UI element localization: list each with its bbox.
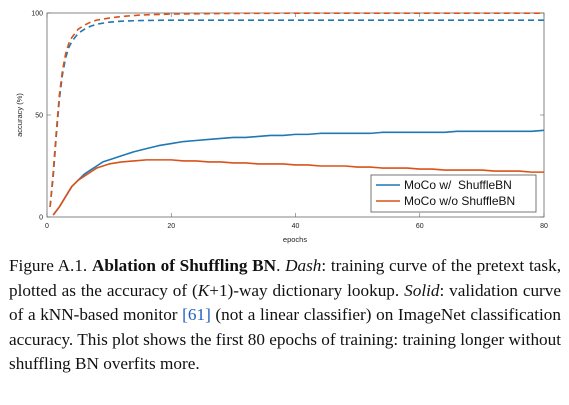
caption-solid-label: Solid (404, 280, 440, 300)
accuracy-chart: 0 20 40 60 80 0 50 100 epochs accuracy (%) MoCo… (15, 11, 548, 245)
x-axis-title: epochs (283, 235, 307, 244)
caption-k-variable: K (197, 280, 210, 300)
legend-box (370, 174, 537, 213)
legend-label-with-shufflebn: MoCo w/ ShuffleBN (404, 178, 512, 192)
y-axis-title: accuracy (%) (15, 93, 24, 137)
series-lines (49, 12, 545, 216)
caption-title: Ablation of Shuffling BN (91, 256, 277, 275)
caption-prefix: Figure A.1. (9, 256, 92, 275)
pretext-dash-line-without-shufflebn (49, 12, 544, 207)
y-tick-label: 100 (31, 11, 43, 18)
x-tick-label: 40 (292, 223, 300, 230)
x-tick-label: 20 (167, 223, 175, 230)
citation-link[interactable]: [61] (182, 305, 211, 325)
caption-dash-label: Dash (285, 256, 322, 275)
legend-label-without-shufflebn: MoCo w/o ShuffleBN (404, 194, 515, 208)
knn-solid-line-with-shufflebn (52, 129, 545, 216)
knn-solid-line-without-shufflebn (52, 159, 544, 216)
figure-caption: Figure A.1. Ablation of Shuffling BN. Da… (9, 254, 561, 377)
x-tick-label: 60 (416, 223, 424, 230)
x-tick-label: 0 (45, 223, 49, 230)
y-tick-label: 50 (35, 113, 43, 120)
y-tick-label: 0 (39, 215, 43, 222)
caption-rest: (not a linear classifier) on ImageNet cl… (9, 305, 561, 374)
caption-dash-text: : training curve of the pretext task, pl… (9, 256, 561, 300)
x-tick-label: 80 (540, 223, 548, 230)
legend: MoCo w/ ShuffleBN MoCo w/o ShuffleBN (370, 174, 537, 213)
caption-sep: . (276, 256, 286, 275)
caption-solid-text: : validation curve of a kNN-based monito… (9, 280, 561, 325)
caption-dash-text-2: +1)-way dictionary lookup. (209, 280, 405, 300)
